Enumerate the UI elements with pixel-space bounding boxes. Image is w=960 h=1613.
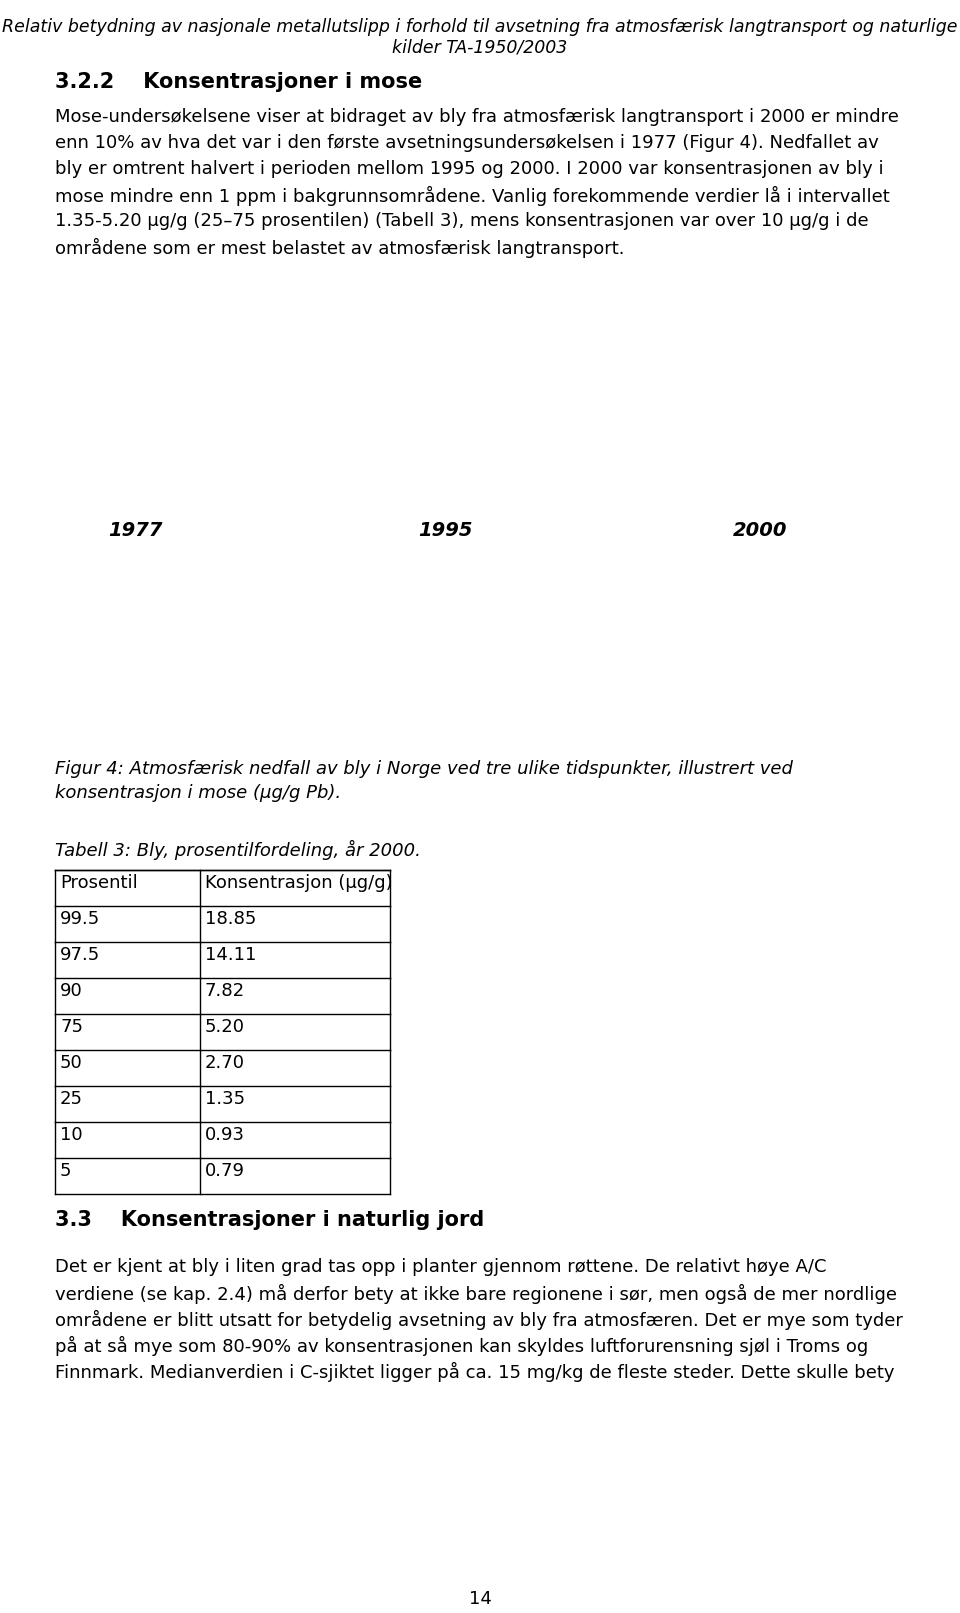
- Text: Finnmark. Medianverdien i C-sjiktet ligger på ca. 15 mg/kg de fleste steder. Det: Finnmark. Medianverdien i C-sjiktet ligg…: [55, 1361, 895, 1382]
- Text: 5.20: 5.20: [205, 1018, 245, 1036]
- Text: bly er omtrent halvert i perioden mellom 1995 og 2000. I 2000 var konsentrasjone: bly er omtrent halvert i perioden mellom…: [55, 160, 883, 177]
- Text: Prosentil: Prosentil: [60, 874, 137, 892]
- Text: områdene er blitt utsatt for betydelig avsetning av bly fra atmosfæren. Det er m: områdene er blitt utsatt for betydelig a…: [55, 1310, 902, 1331]
- Text: 10: 10: [60, 1126, 83, 1144]
- Text: konsentrasjon i mose (μg/g Pb).: konsentrasjon i mose (μg/g Pb).: [55, 784, 341, 802]
- Text: 14: 14: [468, 1590, 492, 1608]
- Text: 75: 75: [60, 1018, 83, 1036]
- Text: enn 10% av hva det var i den første avsetningsundersøkelsen i 1977 (Figur 4). Ne: enn 10% av hva det var i den første avse…: [55, 134, 878, 152]
- Text: 7.82: 7.82: [205, 982, 245, 1000]
- Text: Figur 4: Atmosfærisk nedfall av bly i Norge ved tre ulike tidspunkter, illustrer: Figur 4: Atmosfærisk nedfall av bly i No…: [55, 760, 793, 777]
- Text: 1995: 1995: [418, 521, 472, 539]
- Text: 14.11: 14.11: [205, 945, 256, 965]
- Text: 3.2.2    Konsentrasjoner i mose: 3.2.2 Konsentrasjoner i mose: [55, 73, 422, 92]
- Text: verdiene (se kap. 2.4) må derfor bety at ikke bare regionene i sør, men også de : verdiene (se kap. 2.4) må derfor bety at…: [55, 1284, 897, 1303]
- Text: 1977: 1977: [108, 521, 162, 539]
- Text: områdene som er mest belastet av atmosfærisk langtransport.: områdene som er mest belastet av atmosfæ…: [55, 239, 625, 258]
- Text: Mose-undersøkelsene viser at bidraget av bly fra atmosfærisk langtransport i 200: Mose-undersøkelsene viser at bidraget av…: [55, 108, 899, 126]
- Text: 2000: 2000: [732, 521, 787, 539]
- Text: 25: 25: [60, 1090, 83, 1108]
- Text: 1.35: 1.35: [205, 1090, 245, 1108]
- Text: Relativ betydning av nasjonale metallutslipp i forhold til avsetning fra atmosfæ: Relativ betydning av nasjonale metalluts…: [2, 18, 958, 35]
- Text: 5: 5: [60, 1161, 71, 1181]
- Text: 3.3    Konsentrasjoner i naturlig jord: 3.3 Konsentrasjoner i naturlig jord: [55, 1210, 484, 1231]
- Text: 1.35-5.20 μg/g (25–75 prosentilen) (Tabell 3), mens konsentrasjonen var over 10 : 1.35-5.20 μg/g (25–75 prosentilen) (Tabe…: [55, 211, 869, 231]
- Text: Tabell 3: Bly, prosentilfordeling, år 2000.: Tabell 3: Bly, prosentilfordeling, år 20…: [55, 840, 420, 860]
- Text: 90: 90: [60, 982, 83, 1000]
- Text: 2.70: 2.70: [205, 1053, 245, 1073]
- Text: på at så mye som 80-90% av konsentrasjonen kan skyldes luftforurensning sjøl i T: på at så mye som 80-90% av konsentrasjon…: [55, 1336, 868, 1357]
- Text: kilder TA-1950/2003: kilder TA-1950/2003: [393, 39, 567, 56]
- Text: 99.5: 99.5: [60, 910, 100, 927]
- Text: 97.5: 97.5: [60, 945, 100, 965]
- Text: 0.79: 0.79: [205, 1161, 245, 1181]
- Text: 18.85: 18.85: [205, 910, 256, 927]
- Text: 50: 50: [60, 1053, 83, 1073]
- Text: 0.93: 0.93: [205, 1126, 245, 1144]
- Text: Det er kjent at bly i liten grad tas opp i planter gjennom røttene. De relativt : Det er kjent at bly i liten grad tas opp…: [55, 1258, 827, 1276]
- Text: Konsentrasjon (μg/g): Konsentrasjon (μg/g): [205, 874, 393, 892]
- Text: mose mindre enn 1 ppm i bakgrunnsområdene. Vanlig forekommende verdier lå i inte: mose mindre enn 1 ppm i bakgrunnsområden…: [55, 185, 890, 206]
